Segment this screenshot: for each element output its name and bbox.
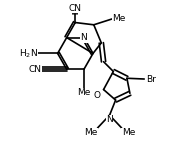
Text: Me: Me bbox=[77, 88, 91, 97]
Text: O: O bbox=[94, 91, 101, 100]
Text: Me: Me bbox=[84, 128, 98, 137]
Text: Me: Me bbox=[122, 128, 135, 137]
Text: H$_2$N: H$_2$N bbox=[19, 47, 38, 60]
Text: CN: CN bbox=[29, 65, 42, 74]
Text: CN: CN bbox=[69, 4, 82, 13]
Text: N: N bbox=[81, 33, 87, 42]
Text: Br: Br bbox=[146, 74, 156, 83]
Text: Me: Me bbox=[113, 14, 126, 23]
Text: N: N bbox=[106, 115, 113, 124]
